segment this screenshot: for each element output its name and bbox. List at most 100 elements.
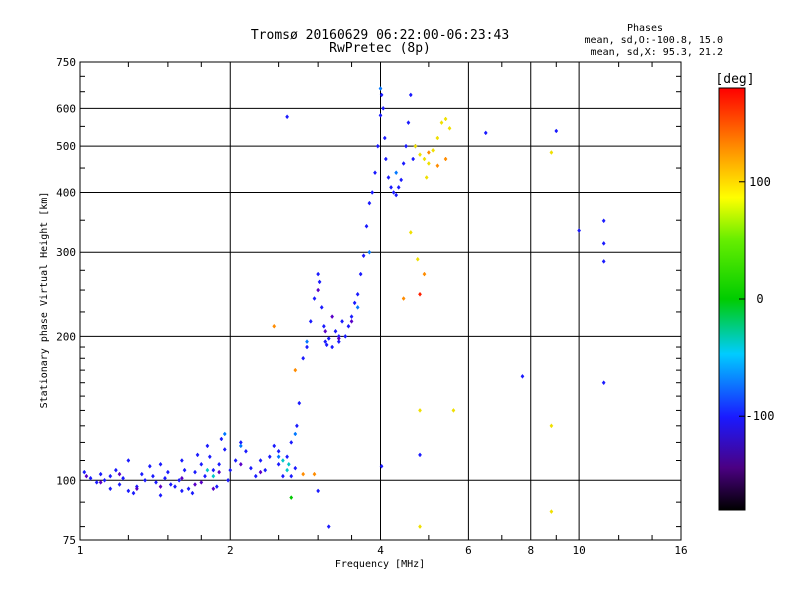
data-point — [418, 452, 422, 458]
data-point — [182, 467, 187, 473]
data-point — [439, 120, 444, 126]
data-point — [280, 473, 285, 479]
y-tick-label: 200 — [56, 330, 76, 343]
data-point — [131, 490, 136, 496]
data-point — [203, 473, 207, 479]
data-point — [549, 509, 554, 514]
data-point — [217, 469, 222, 475]
data-point — [186, 486, 191, 492]
data-point — [219, 436, 224, 442]
data-point — [297, 400, 302, 406]
data-point — [408, 230, 413, 235]
x-tick-label: 8 — [527, 544, 534, 557]
data-point — [431, 147, 436, 153]
data-point — [330, 344, 335, 350]
data-point — [520, 373, 525, 379]
data-point — [108, 486, 113, 492]
data-point — [267, 454, 272, 460]
y-tick-label: 500 — [56, 140, 76, 153]
data-point — [382, 135, 387, 141]
data-point — [415, 256, 420, 262]
data-point — [401, 296, 406, 301]
data-point — [294, 423, 299, 429]
data-point — [418, 152, 422, 158]
y-axis-label: Stationary phase Virtual Height [km] — [39, 192, 50, 409]
data-point — [214, 484, 219, 490]
data-point — [238, 461, 243, 467]
y-tick-label: 600 — [56, 102, 76, 115]
data-point — [173, 484, 177, 490]
data-point — [205, 467, 210, 473]
data-point — [358, 271, 363, 277]
data-point — [179, 488, 184, 494]
data-point — [408, 92, 413, 98]
data-point — [258, 469, 263, 475]
data-point — [601, 380, 606, 386]
chart-title: Tromsø 20160629 06:22:00-06:23:43 — [251, 28, 509, 43]
data-point — [121, 475, 126, 481]
data-point — [211, 486, 216, 492]
data-point — [190, 490, 195, 496]
data-point — [381, 105, 386, 111]
data-point — [321, 323, 326, 329]
data-point — [276, 448, 281, 454]
data-point — [323, 328, 328, 334]
data-point — [549, 423, 554, 429]
data-point — [355, 291, 360, 297]
data-point — [226, 477, 230, 483]
data-point — [330, 314, 335, 320]
data-point — [205, 443, 210, 449]
data-point — [102, 477, 107, 483]
data-point — [285, 454, 290, 460]
data-point — [280, 458, 285, 463]
data-point — [143, 477, 147, 483]
data-point — [418, 291, 422, 297]
data-point — [435, 135, 440, 141]
x-axis-label: Frequency [MHz] — [335, 559, 425, 570]
data-point — [418, 524, 422, 530]
phase-info-x: mean, sd,X: 95.3, 21.2 — [591, 47, 723, 58]
data-point — [289, 495, 294, 500]
y-tick-label: 300 — [56, 246, 76, 259]
data-point — [285, 467, 290, 473]
data-point — [158, 461, 163, 467]
data-point — [117, 482, 122, 487]
data-point — [139, 471, 144, 477]
data-point — [293, 431, 298, 437]
data-point — [340, 318, 344, 324]
data-point — [248, 465, 253, 471]
data-point — [378, 112, 383, 118]
data-point — [411, 156, 416, 162]
data-point — [158, 492, 163, 498]
data-point — [289, 473, 294, 479]
phase-info-o: mean, sd,O:-100.8, 15.0 — [585, 35, 723, 46]
data-point — [426, 161, 431, 166]
data-point — [424, 175, 429, 180]
y-tick-label: 400 — [56, 186, 76, 199]
data-point — [352, 300, 357, 306]
colorbar-ticks: 100 0 -100 — [739, 175, 774, 423]
colorbar-tick-label: -100 — [746, 409, 775, 423]
data-point — [435, 163, 440, 169]
data-point — [394, 192, 399, 198]
data-point — [147, 463, 152, 469]
x-tick-label: 2 — [227, 544, 234, 557]
data-point — [443, 156, 448, 162]
data-point — [195, 452, 200, 458]
data-point — [199, 461, 204, 467]
data-point — [177, 477, 182, 483]
data-point — [98, 479, 103, 485]
data-point — [396, 184, 401, 190]
data-point — [324, 342, 329, 348]
data-point — [404, 143, 408, 149]
data-point — [179, 475, 184, 481]
data-point — [207, 454, 212, 460]
data-point — [126, 458, 131, 463]
x-tick-label: 1 — [77, 544, 84, 557]
data-point — [154, 479, 158, 485]
data-point — [379, 463, 384, 469]
colorbar-label: [deg] — [715, 72, 754, 87]
data-point — [418, 408, 422, 413]
data-point — [193, 469, 197, 475]
